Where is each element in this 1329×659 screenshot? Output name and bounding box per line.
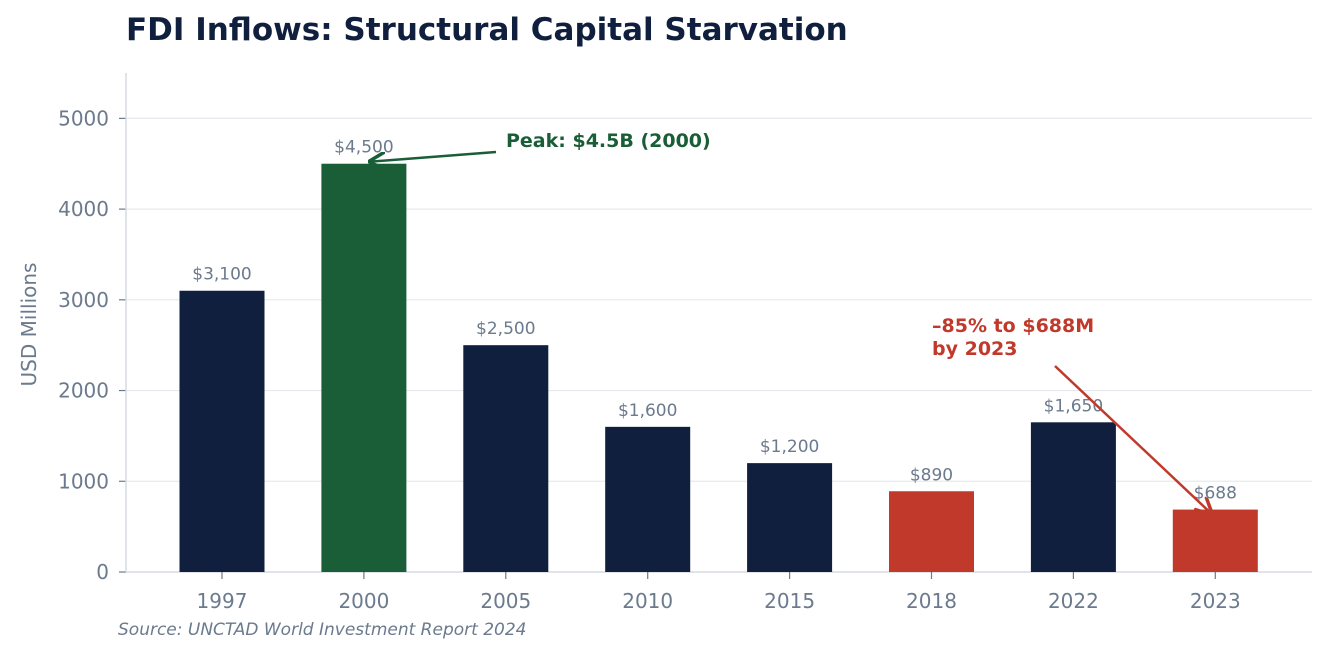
bar-1997 <box>179 290 265 572</box>
value-labels: $3,100 $4,500 $2,500 $1,600 $1,200 $890 $1,650… <box>192 138 1237 504</box>
x-tick-label: 2010 <box>622 589 673 613</box>
x-tick-label: 2015 <box>764 589 815 613</box>
value-label: $890 <box>910 465 953 485</box>
bar-2005 <box>463 345 549 572</box>
y-tick-label: 1000 <box>58 469 109 493</box>
value-label: $4,500 <box>334 138 393 158</box>
decline-annotation: –85% to $688M by 2023 <box>932 315 1094 360</box>
value-label: $3,100 <box>192 265 251 285</box>
peak-arrow <box>370 150 497 162</box>
value-label: $1,650 <box>1044 396 1103 416</box>
x-tick-label: 2005 <box>480 589 531 613</box>
value-label: $1,600 <box>618 401 677 421</box>
x-tick-label: 2022 <box>1048 589 1099 613</box>
bar-2015 <box>747 463 833 572</box>
bar-2018 <box>889 491 974 572</box>
y-axis-label: USD Millions <box>17 263 41 387</box>
annotations: Peak: $4.5B (2000) –85% to $688M by 2023 <box>370 130 1211 514</box>
peak-annotation: Peak: $4.5B (2000) <box>506 130 711 152</box>
x-tick-label: 1997 <box>197 589 248 613</box>
value-label: $688 <box>1194 484 1237 504</box>
source-note: Source: UNCTAD World Investment Report 2… <box>118 620 527 640</box>
bar-2022 <box>1030 422 1116 572</box>
y-tick-label: 2000 <box>58 379 109 403</box>
x-tick-label: 2000 <box>338 589 389 613</box>
decline-annotation-line: by 2023 <box>932 338 1017 360</box>
x-tick-label: 2023 <box>1190 589 1241 613</box>
y-tick-label: 5000 <box>58 106 109 130</box>
bar-2023 <box>1172 509 1258 572</box>
y-tick-label: 0 <box>96 560 109 584</box>
gridlines <box>126 117 1312 482</box>
bars <box>179 163 1258 572</box>
bar-2000 <box>321 163 407 572</box>
x-tick-label: 2018 <box>906 589 957 613</box>
value-label: $2,500 <box>476 319 535 339</box>
decline-arrow <box>1054 365 1211 514</box>
chart-title: FDI Inflows: Structural Capital Starvati… <box>126 12 848 48</box>
decline-annotation-line: –85% to $688M <box>932 315 1094 337</box>
axes: 0 1000 2000 3000 4000 5000 USD Millions 1997 200… <box>17 73 1312 613</box>
value-label: $1,200 <box>760 437 819 457</box>
y-tick-label: 4000 <box>58 197 109 221</box>
bar-2010 <box>605 426 691 572</box>
y-tick-label: 3000 <box>58 288 109 312</box>
